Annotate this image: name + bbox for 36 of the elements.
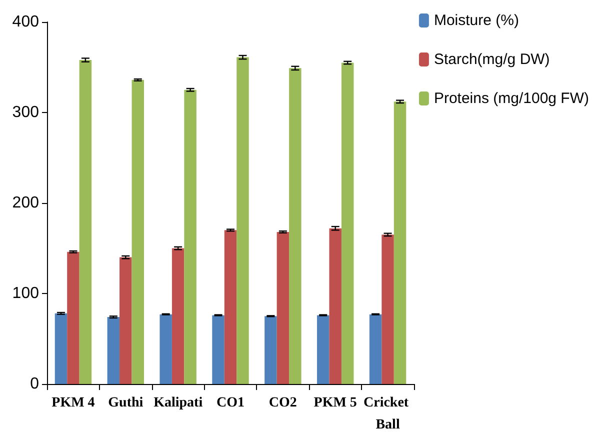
bar [79,60,92,384]
bar [369,314,382,384]
bar [341,62,354,384]
bar [317,315,330,384]
x-tick-label: CO1 [216,396,244,410]
bar [132,80,144,384]
bar [224,230,237,384]
bar [382,234,394,384]
y-tick-label: 400 [12,14,40,30]
bar [289,68,302,384]
bar [120,257,132,384]
bar [172,248,184,384]
y-tick-label: 200 [12,194,40,212]
bar [264,316,277,384]
legend-label: Moisture (%) [434,12,519,29]
y-tick-label: 0 [30,376,40,392]
legend-label: Starch(mg/g DW) [434,51,550,68]
x-tick-label: Guthi [108,396,144,410]
bar [276,232,290,384]
bar [184,90,196,384]
bar [212,315,224,384]
x-tick-label: Cricket Ball [363,396,412,432]
y-tick-label: 100 [12,285,40,302]
bar [107,317,120,384]
x-tick-label: Kalipati [154,396,203,410]
bar [160,314,172,384]
y-tick-label: 300 [12,104,40,121]
x-tick-label: CO2 [268,396,297,410]
bar [67,252,80,384]
x-tick-label: PKM 5 [314,396,357,410]
x-tick-label: PKM 4 [52,396,95,410]
bar [329,228,342,384]
bar [54,313,68,384]
bar [236,57,249,384]
legend-label: Proteins (mg/100g FW) [434,90,590,107]
bar [394,102,406,384]
